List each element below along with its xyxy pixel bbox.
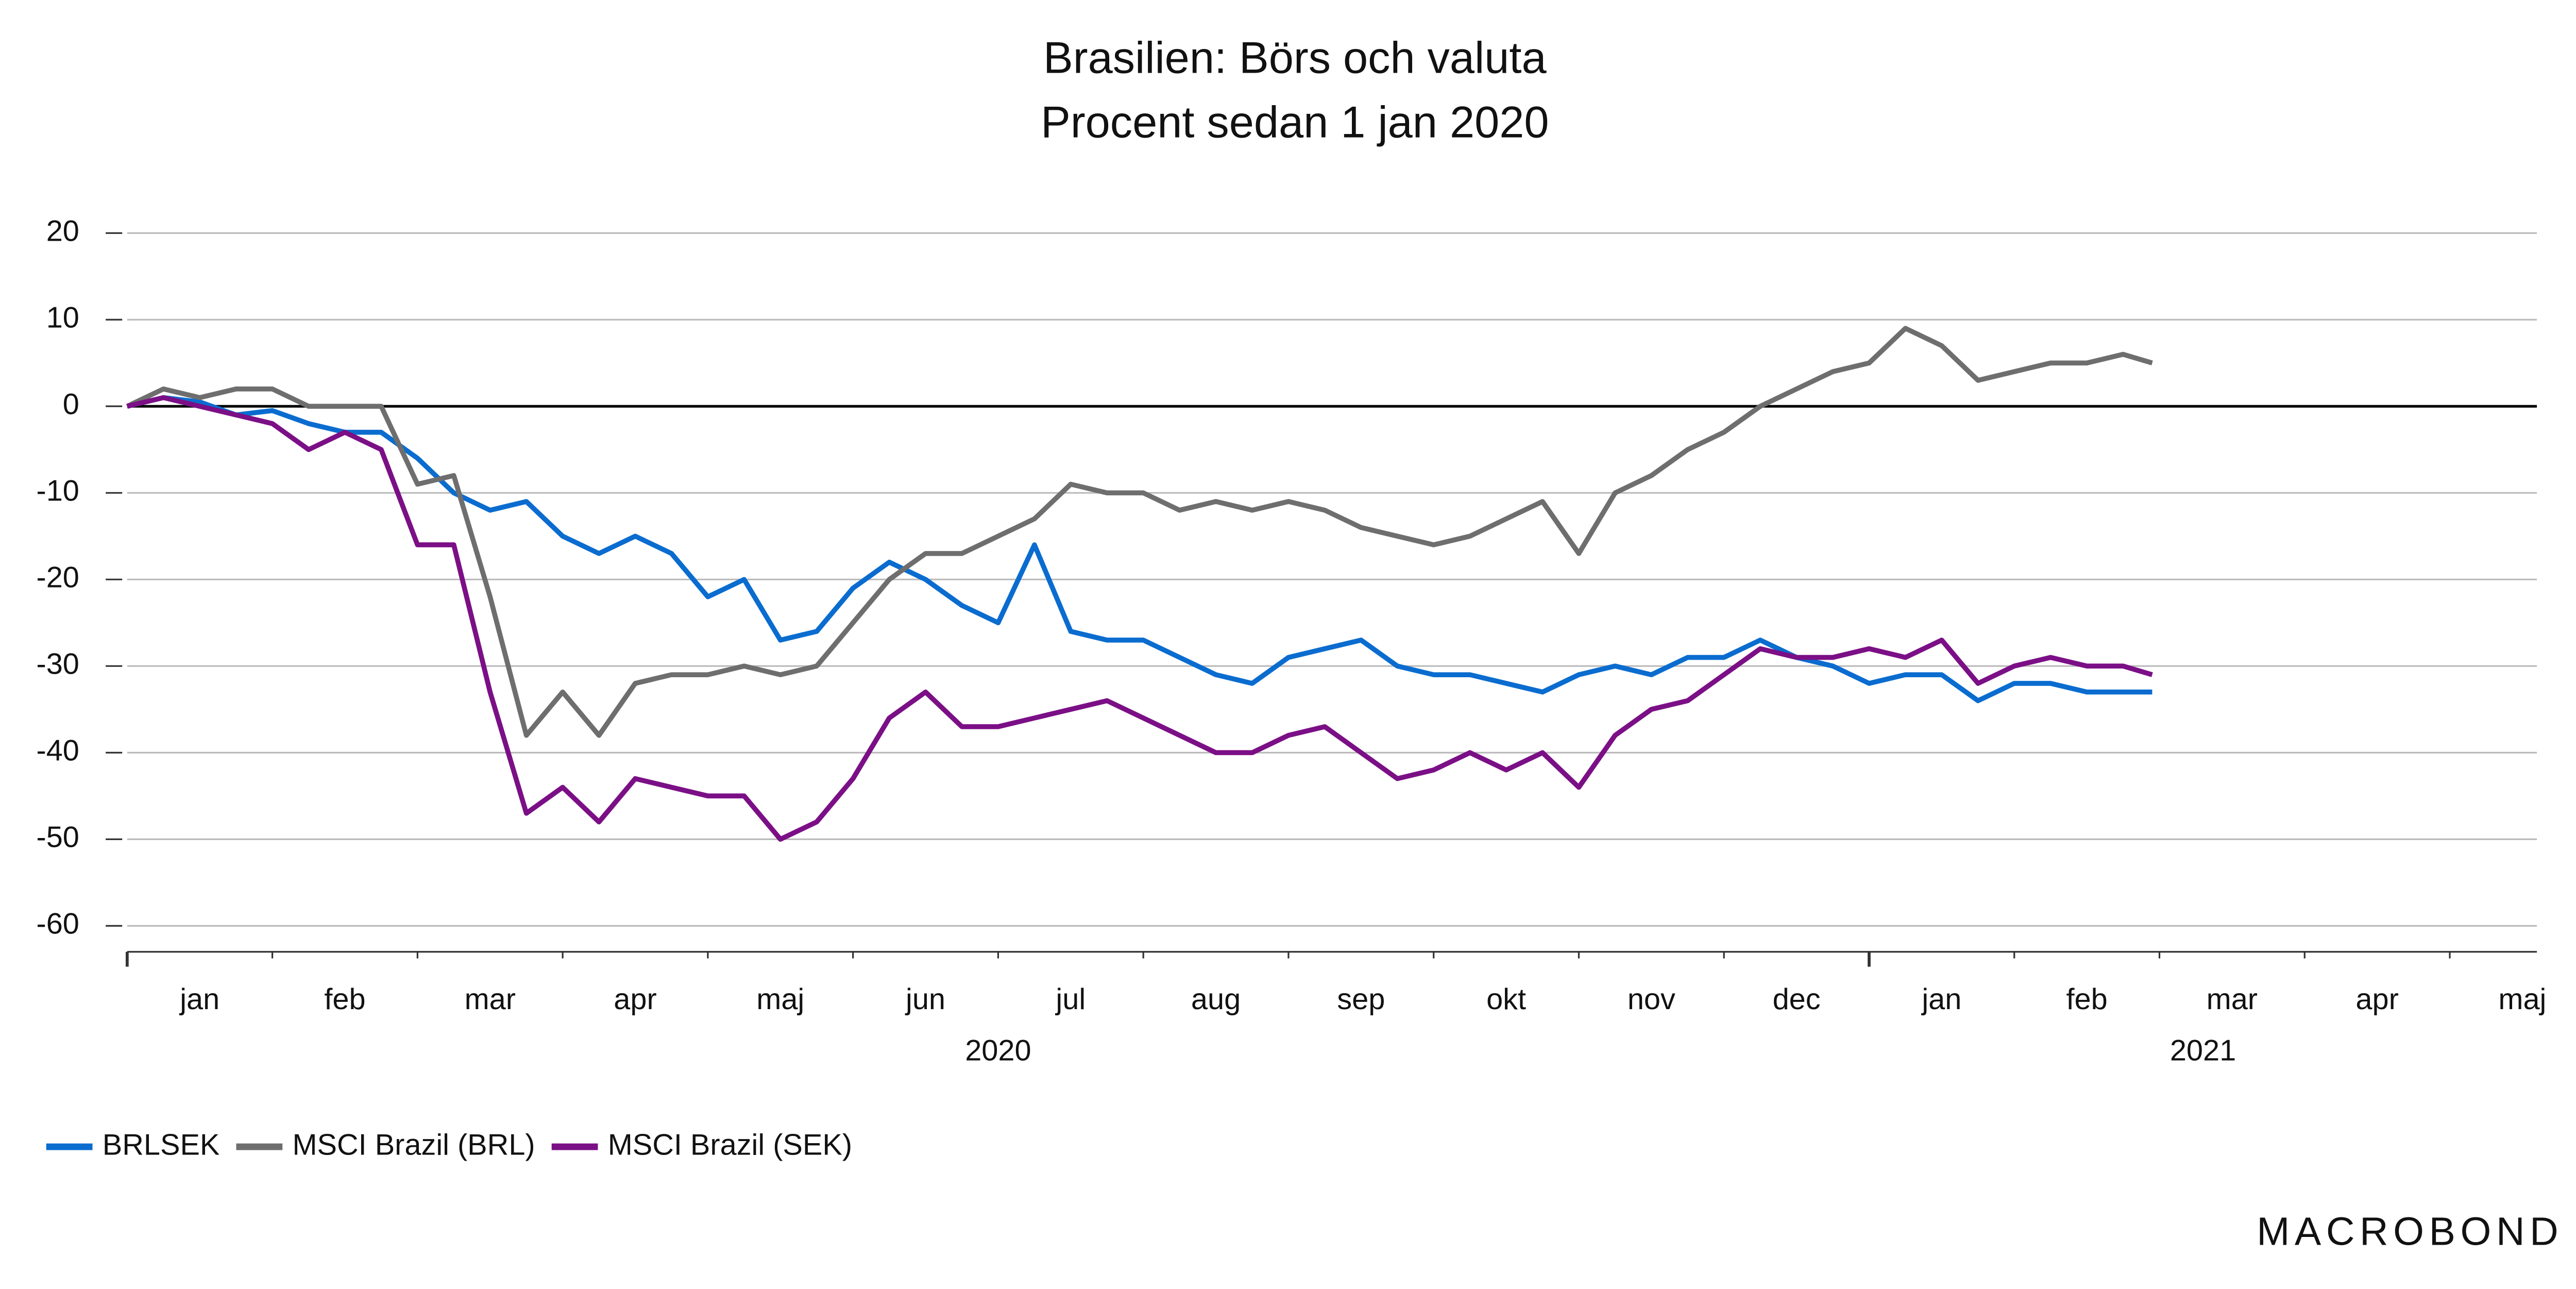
x-tick-label: mar xyxy=(2207,983,2258,1016)
x-tick-label: mar xyxy=(465,983,516,1016)
x-tick-label: feb xyxy=(2066,983,2108,1016)
x-tick-label: jan xyxy=(179,983,219,1016)
x-tick-label: apr xyxy=(614,983,656,1016)
x-tick-label: maj xyxy=(2498,983,2546,1016)
x-tick-label: maj xyxy=(756,983,804,1016)
x-tick-label: okt xyxy=(1486,983,1526,1016)
brand: MACROBOND xyxy=(2257,1209,2563,1253)
x-tick-label: jun xyxy=(905,983,945,1016)
x-tick-label: nov xyxy=(1628,983,1675,1016)
x-tick-label: feb xyxy=(324,983,365,1016)
x-tick-label: sep xyxy=(1337,983,1385,1016)
x-tick-label: jul xyxy=(1055,983,1086,1016)
y-tick-label: -10 xyxy=(36,475,79,508)
y-tick-label: 20 xyxy=(46,214,79,247)
chart-title: Brasilien: Börs och valuta xyxy=(1043,34,1547,83)
y-tick-label: -30 xyxy=(36,648,79,681)
year-label: 2021 xyxy=(2170,1034,2236,1067)
legend-label: MSCI Brazil (SEK) xyxy=(608,1128,852,1161)
y-tick-label: -50 xyxy=(36,821,79,854)
legend-label: MSCI Brazil (BRL) xyxy=(292,1128,535,1161)
y-tick-label: 0 xyxy=(63,388,79,421)
x-tick-label: jan xyxy=(1921,983,1961,1016)
legend-label: BRLSEK xyxy=(103,1128,220,1161)
series-line xyxy=(126,326,2153,738)
series-line xyxy=(126,395,2153,842)
y-tick-label: 10 xyxy=(46,302,79,334)
x-tick-label: apr xyxy=(2355,983,2398,1016)
year-label: 2020 xyxy=(965,1034,1031,1067)
series-line xyxy=(126,395,2153,704)
y-tick-label: -60 xyxy=(36,908,79,941)
y-tick-label: -40 xyxy=(36,734,79,767)
x-tick-label: aug xyxy=(1191,983,1241,1016)
y-tick-label: -20 xyxy=(36,561,79,594)
x-tick-label: dec xyxy=(1773,983,1821,1016)
chart-subtitle: Procent sedan 1 jan 2020 xyxy=(1041,98,1549,147)
